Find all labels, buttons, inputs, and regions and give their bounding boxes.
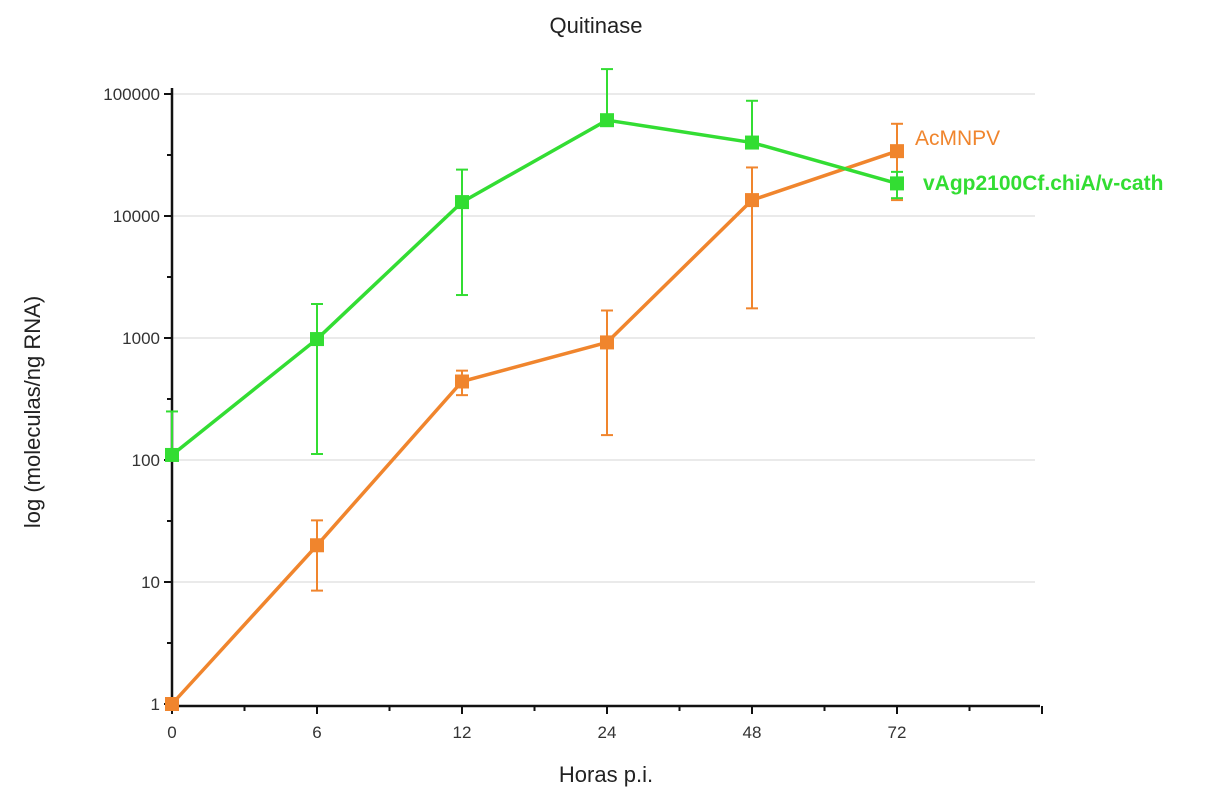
x-axis-label: Horas p.i. [559,762,653,787]
series-1 [165,68,904,462]
y-axis-label: log (moleculas/ng RNA) [20,296,45,528]
data-point [745,193,759,208]
data-point [455,195,469,210]
legend-entry: vAgp2100Cf.chiA/v-cath [923,172,1163,195]
y-tick-label: 1 [151,695,160,714]
data-point [310,538,324,553]
legend-entry: AcMNPV [915,127,1000,150]
x-tick-label: 48 [743,723,762,742]
series-line [170,149,898,706]
x-tick-label: 6 [312,723,321,742]
chart-title: Quitinase [550,13,643,38]
data-point [600,113,614,128]
data-point [165,697,179,711]
series-line [170,118,898,457]
ticks: 1 10 100 1000 10000 100000 0 6 12 24 48 72 [103,85,1043,742]
data-point [890,176,904,191]
x-tick-label: 0 [167,723,176,742]
data-point [310,332,324,347]
data-point [745,135,759,150]
plot-area [165,68,904,711]
data-point [455,374,469,389]
y-tick-label: 100 [132,451,160,470]
x-tick-label: 12 [453,723,472,742]
legend: AcMNPV vAgp2100Cf.chiA/v-cath [915,127,1163,195]
data-point [890,144,904,159]
y-tick-label: 1000 [122,329,160,348]
data-point [600,335,614,350]
data-point [165,447,179,462]
y-tick-label: 10 [141,573,160,592]
x-tick-label: 24 [598,723,617,742]
series-0 [165,122,904,711]
y-tick-label: 100000 [103,85,160,104]
y-tick-label: 10000 [113,207,160,226]
x-tick-label: 72 [888,723,907,742]
